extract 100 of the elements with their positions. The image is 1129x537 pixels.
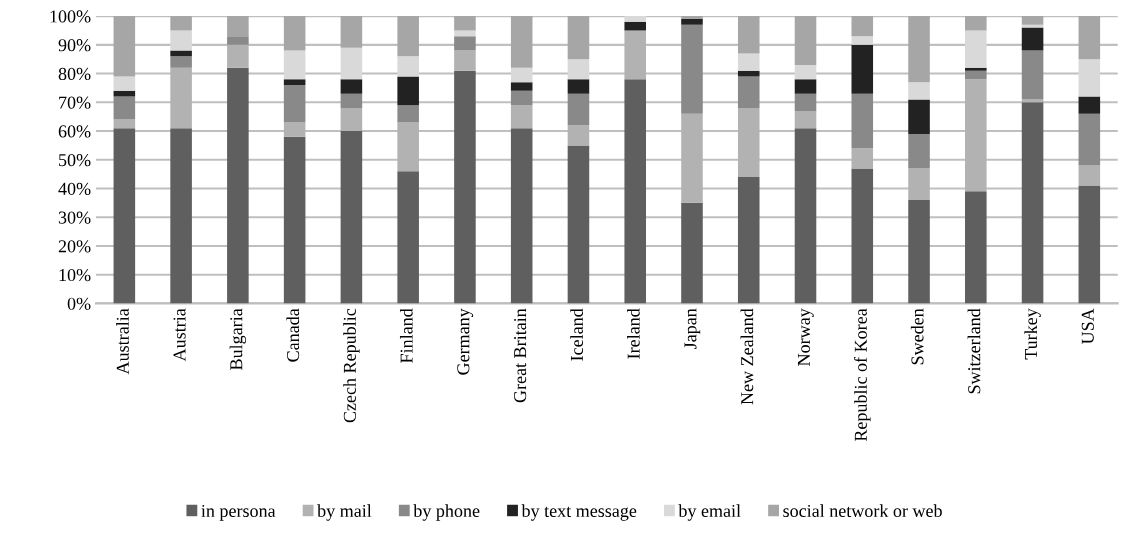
bar bbox=[397, 171, 419, 304]
bar bbox=[454, 30, 476, 37]
y-tick-label: 60% bbox=[58, 125, 91, 138]
bar bbox=[340, 47, 363, 80]
bar bbox=[340, 93, 363, 109]
bar bbox=[1078, 165, 1101, 186]
legend-label: social network or web bbox=[783, 504, 942, 518]
bar bbox=[567, 16, 590, 60]
bar bbox=[170, 67, 192, 129]
bar bbox=[227, 16, 249, 37]
bar bbox=[737, 108, 760, 177]
x-tick-label: Canada bbox=[286, 308, 300, 362]
bar bbox=[681, 24, 703, 114]
bar bbox=[397, 122, 419, 172]
bar bbox=[510, 105, 533, 129]
legend-label: by email bbox=[678, 504, 741, 521]
bar bbox=[908, 16, 930, 83]
bar bbox=[227, 44, 249, 68]
bar bbox=[113, 128, 136, 304]
bar bbox=[340, 16, 363, 48]
bar bbox=[681, 202, 703, 304]
bar bbox=[283, 50, 306, 80]
bar bbox=[681, 113, 703, 203]
bar bbox=[851, 168, 874, 304]
y-tick-label: 0% bbox=[67, 297, 91, 310]
bar bbox=[1078, 96, 1101, 114]
bar bbox=[794, 110, 817, 129]
bar bbox=[1021, 50, 1044, 100]
bar bbox=[851, 148, 874, 169]
bar bbox=[1021, 102, 1044, 304]
bar bbox=[624, 30, 646, 80]
x-tick-label: Japan bbox=[684, 308, 701, 349]
x-tick-label: USA bbox=[1081, 308, 1094, 345]
bar bbox=[340, 108, 363, 132]
bar bbox=[283, 85, 306, 123]
bar bbox=[170, 128, 192, 304]
bar bbox=[737, 53, 760, 71]
bar bbox=[737, 16, 760, 54]
y-tick-label: 100% bbox=[50, 10, 91, 23]
bar bbox=[908, 133, 930, 169]
bar bbox=[965, 79, 987, 192]
bar bbox=[624, 79, 646, 304]
bar bbox=[113, 16, 136, 77]
x-tick-label: Iceland bbox=[570, 308, 583, 361]
bar bbox=[681, 16, 703, 19]
bar bbox=[1021, 99, 1044, 103]
x-tick-label: Republic of Korea bbox=[853, 308, 871, 442]
bar bbox=[454, 16, 476, 31]
bar bbox=[851, 93, 874, 149]
y-tick-label: 30% bbox=[58, 211, 91, 224]
bar bbox=[510, 82, 533, 91]
bar bbox=[397, 105, 419, 123]
x-tick-label: Czech Republic bbox=[343, 308, 360, 423]
y-tick-label: 80% bbox=[58, 67, 91, 81]
bar bbox=[397, 56, 419, 77]
bar bbox=[113, 76, 136, 91]
bar bbox=[965, 191, 987, 304]
bar bbox=[454, 70, 476, 304]
bar bbox=[1021, 16, 1044, 25]
bar bbox=[794, 93, 817, 111]
legend-label: by text message bbox=[521, 504, 637, 521]
bar bbox=[510, 67, 533, 83]
x-tick-label: Australia bbox=[116, 308, 129, 375]
legend-label: by phone bbox=[413, 504, 480, 521]
bar bbox=[567, 125, 590, 146]
bar bbox=[1021, 24, 1044, 28]
bar bbox=[170, 30, 192, 51]
legend-label: by mail bbox=[317, 504, 372, 521]
x-tick-label: Switzerland bbox=[967, 308, 981, 394]
y-tick-label: 90% bbox=[58, 39, 91, 52]
bar bbox=[965, 67, 987, 71]
bar bbox=[908, 82, 930, 100]
bar bbox=[1078, 16, 1101, 60]
bar bbox=[227, 67, 249, 304]
bar bbox=[170, 56, 192, 68]
x-tick-label: Germany bbox=[457, 308, 474, 375]
bar bbox=[113, 96, 136, 120]
x-tick-label: Sweden bbox=[910, 308, 924, 365]
bar bbox=[737, 76, 760, 109]
bar bbox=[283, 122, 306, 137]
bar bbox=[737, 177, 760, 304]
bar bbox=[510, 16, 533, 68]
bar bbox=[794, 16, 817, 65]
bar bbox=[794, 64, 817, 80]
bar bbox=[567, 59, 590, 80]
y-tick-label: 20% bbox=[58, 240, 91, 253]
bar bbox=[510, 90, 533, 106]
y-tick-label: 40% bbox=[58, 182, 91, 195]
x-tick-label: Great Britain bbox=[514, 308, 527, 403]
bar bbox=[454, 36, 476, 51]
bar bbox=[510, 128, 533, 304]
bar bbox=[908, 99, 930, 134]
bar bbox=[965, 70, 987, 80]
bar bbox=[283, 136, 306, 304]
bar bbox=[965, 16, 987, 31]
bar bbox=[454, 50, 476, 71]
x-tick-label: Turkey bbox=[1024, 308, 1041, 360]
x-tick-label: Bulgaria bbox=[229, 308, 247, 370]
bar bbox=[624, 21, 646, 31]
bar bbox=[340, 79, 363, 94]
